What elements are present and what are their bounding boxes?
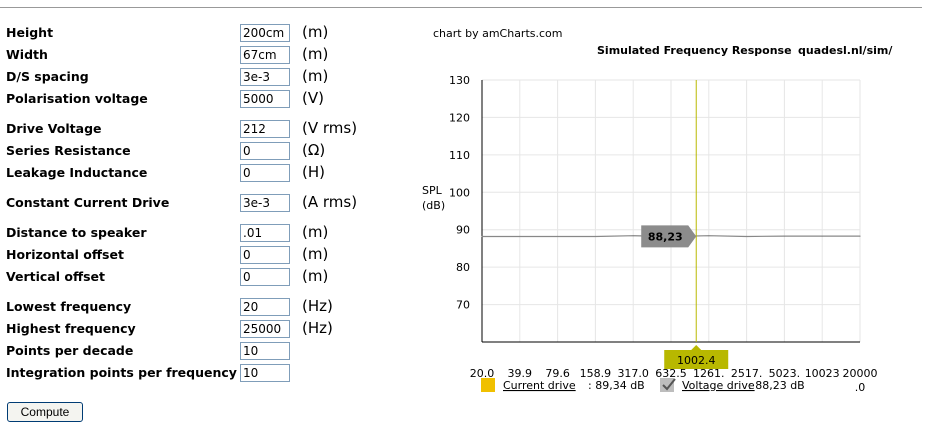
series-point-1: [519, 235, 521, 238]
chart-site: quadesl.nl/sim/: [798, 44, 893, 57]
chart-svg: chart by amCharts.com Simulated Frequency…: [422, 27, 893, 394]
field-1-unit: (m): [302, 45, 329, 63]
field-8-input[interactable]: [240, 224, 290, 242]
x-tick-label-9: 10023: [805, 367, 840, 380]
x-tick-label-2: 79.6: [545, 367, 570, 380]
field-1-label: Width: [6, 47, 48, 62]
x-tick-label-5: 632.5: [655, 367, 687, 380]
field-8-unit: (m): [302, 223, 329, 241]
field-10-input[interactable]: [240, 268, 290, 286]
x-tick-label-1: 39.9: [508, 367, 533, 380]
field-6-unit: (H): [302, 163, 325, 181]
series-point-3: [594, 235, 596, 238]
field-11-label: Lowest frequency: [6, 299, 132, 314]
field-2-label: D/S spacing: [6, 69, 89, 84]
x-tick-label-7: 2517.: [731, 367, 763, 380]
series-point-4: [632, 235, 634, 237]
series-point-6: [708, 235, 710, 237]
field-2-input[interactable]: [240, 68, 290, 86]
cursor-x-label-arrow: [691, 345, 702, 350]
y-tick-label-2: 90: [456, 224, 470, 237]
x-tick-label-0: 20.0: [470, 367, 495, 380]
field-7-unit: (A rms): [302, 193, 358, 211]
field-7-input[interactable]: [240, 194, 290, 212]
field-7-label: Constant Current Drive: [6, 195, 170, 210]
x-tick-label-8: 5023.: [769, 367, 801, 380]
legend-value-voltage-drive: : 88,23 dB: [748, 379, 805, 392]
y-tick-label-3: 100: [449, 186, 470, 199]
field-2-unit: (m): [302, 67, 329, 85]
field-6-input[interactable]: [240, 164, 290, 182]
y-tick-label-6: 130: [449, 74, 470, 87]
field-5-unit: (Ω): [302, 141, 326, 159]
legend-label-voltage-drive[interactable]: Voltage drive: [682, 379, 755, 392]
field-14-label: Integration points per frequency: [6, 365, 237, 380]
field-8-label: Distance to speaker: [6, 225, 147, 240]
field-13-label: Points per decade: [6, 343, 134, 358]
y-tick-label-5: 120: [449, 111, 470, 124]
legend-label-current-drive[interactable]: Current drive: [503, 379, 576, 392]
field-3-input[interactable]: [240, 90, 290, 108]
field-9-unit: (m): [302, 245, 329, 263]
top-divider: [0, 7, 922, 8]
x-tick-label-3: 158.9: [580, 367, 612, 380]
series-point-0: [481, 235, 483, 238]
series-point-10: [859, 235, 861, 237]
field-4-input[interactable]: [240, 120, 290, 138]
field-3-unit: (V): [302, 89, 324, 107]
series-point-7: [746, 235, 748, 238]
y-tick-label-0: 70: [456, 299, 470, 312]
value-balloon: [641, 225, 697, 248]
frequency-response-chart: chart by amCharts.com Simulated Frequency…: [420, 20, 925, 425]
field-11-unit: (Hz): [302, 297, 333, 315]
field-0-unit: (m): [302, 23, 329, 41]
y-axis-title-line2: (dB): [422, 199, 445, 212]
field-5-label: Series Resistance: [6, 143, 131, 158]
x-tick-label-line2-10: .0: [855, 381, 866, 394]
compute-button[interactable]: Compute: [7, 402, 83, 422]
cursor-x-label-text: 1002.4: [677, 354, 716, 367]
field-13-input[interactable]: [240, 342, 290, 360]
y-tick-label-1: 80: [456, 261, 470, 274]
x-tick-label-4: 317.0: [617, 367, 649, 380]
x-tick-label-6: 1261.: [693, 367, 725, 380]
field-10-label: Vertical offset: [6, 269, 105, 284]
field-11-input[interactable]: [240, 298, 290, 316]
field-12-input[interactable]: [240, 320, 290, 338]
legend-value-current-drive: : 89,34 dB: [588, 379, 645, 392]
series-point-9: [821, 235, 823, 237]
chart-title: Simulated Frequency Response: [597, 44, 792, 57]
field-10-unit: (m): [302, 267, 329, 285]
field-6-label: Leakage Inductance: [6, 165, 148, 180]
series-point-8: [783, 235, 785, 237]
value-balloon-text: 88,23: [648, 230, 683, 243]
check-icon: [662, 378, 676, 391]
field-5-input[interactable]: [240, 142, 290, 160]
y-axis-title-line1: SPL: [422, 184, 443, 197]
field-9-input[interactable]: [240, 246, 290, 264]
field-9-label: Horizontal offset: [6, 247, 124, 262]
legend-swatch-voltage-drive[interactable]: [660, 378, 674, 392]
field-1-input[interactable]: [240, 46, 290, 64]
field-12-label: Highest frequency: [6, 321, 136, 336]
field-3-label: Polarisation voltage: [6, 91, 148, 106]
y-tick-label-4: 110: [449, 149, 470, 162]
legend-swatch-current-drive[interactable]: [481, 378, 495, 392]
field-12-unit: (Hz): [302, 319, 333, 337]
field-0-input[interactable]: [240, 24, 290, 42]
field-4-label: Drive Voltage: [6, 121, 102, 136]
cursor-x-label-bg: [664, 350, 729, 369]
field-4-unit: (V rms): [302, 119, 358, 137]
field-14-input[interactable]: [240, 364, 290, 382]
chart-credit: chart by amCharts.com: [433, 27, 563, 40]
series-point-2: [557, 235, 559, 238]
field-0-label: Height: [6, 25, 54, 40]
x-tick-label-10: 20000: [843, 367, 878, 380]
